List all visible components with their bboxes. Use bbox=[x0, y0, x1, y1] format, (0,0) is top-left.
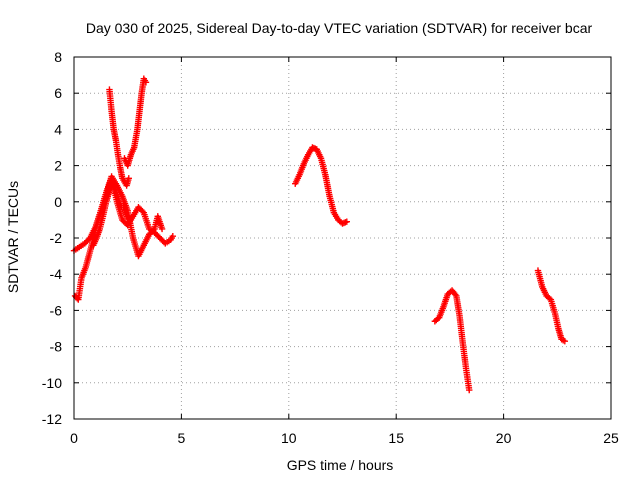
data-point bbox=[546, 295, 553, 302]
x-tick-label: 25 bbox=[603, 430, 619, 446]
data-point bbox=[150, 227, 157, 234]
x-tick-label: 0 bbox=[70, 430, 78, 446]
y-tick-label: -2 bbox=[50, 230, 63, 246]
x-tick-label: 20 bbox=[496, 430, 512, 446]
grid bbox=[74, 57, 611, 419]
series-arc-8 bbox=[534, 267, 569, 345]
data-point bbox=[142, 79, 150, 86]
series-arc-7 bbox=[431, 287, 473, 394]
chart-title: Day 030 of 2025, Sidereal Day-to-day VTE… bbox=[86, 20, 593, 36]
x-axis-title: GPS time / hours bbox=[287, 457, 394, 473]
y-tick-label: -6 bbox=[50, 302, 63, 318]
y-tick-label: 8 bbox=[54, 49, 62, 65]
data-point bbox=[169, 232, 177, 240]
plot-frame bbox=[73, 56, 612, 420]
series-arc-5 bbox=[121, 75, 150, 169]
data-point bbox=[125, 175, 132, 182]
y-tick-label: 6 bbox=[54, 85, 62, 101]
data-point bbox=[466, 386, 473, 394]
data-point bbox=[126, 216, 134, 224]
x-tick-label: 15 bbox=[388, 430, 404, 446]
y-axis-title: SDTVAR / TECUs bbox=[5, 181, 21, 293]
y-tick-label: -8 bbox=[50, 339, 63, 355]
data-point bbox=[452, 291, 459, 298]
series-arc-3 bbox=[90, 180, 134, 249]
x-tick-label: 5 bbox=[178, 430, 186, 446]
data-points bbox=[70, 75, 569, 394]
data-point bbox=[125, 215, 132, 223]
data-point bbox=[561, 337, 569, 345]
y-tick-label: 0 bbox=[54, 194, 62, 210]
y-tick-label: -12 bbox=[42, 411, 62, 427]
y-tick-label: -4 bbox=[50, 266, 63, 282]
y-tick-label: -10 bbox=[42, 375, 62, 391]
y-tick-label: 4 bbox=[54, 121, 62, 137]
data-point bbox=[139, 208, 146, 215]
x-tick-label: 10 bbox=[281, 430, 297, 446]
y-tick-label: 2 bbox=[54, 158, 62, 174]
data-point bbox=[343, 218, 350, 225]
axis-ticks: 0 5 10 15 20 25 -12 -10 -8 -6 -4 -2 0 2 4 6 8 bbox=[42, 49, 619, 446]
series-arc-4 bbox=[106, 86, 132, 189]
series-arc-6 bbox=[292, 144, 350, 227]
data-point bbox=[158, 225, 166, 233]
